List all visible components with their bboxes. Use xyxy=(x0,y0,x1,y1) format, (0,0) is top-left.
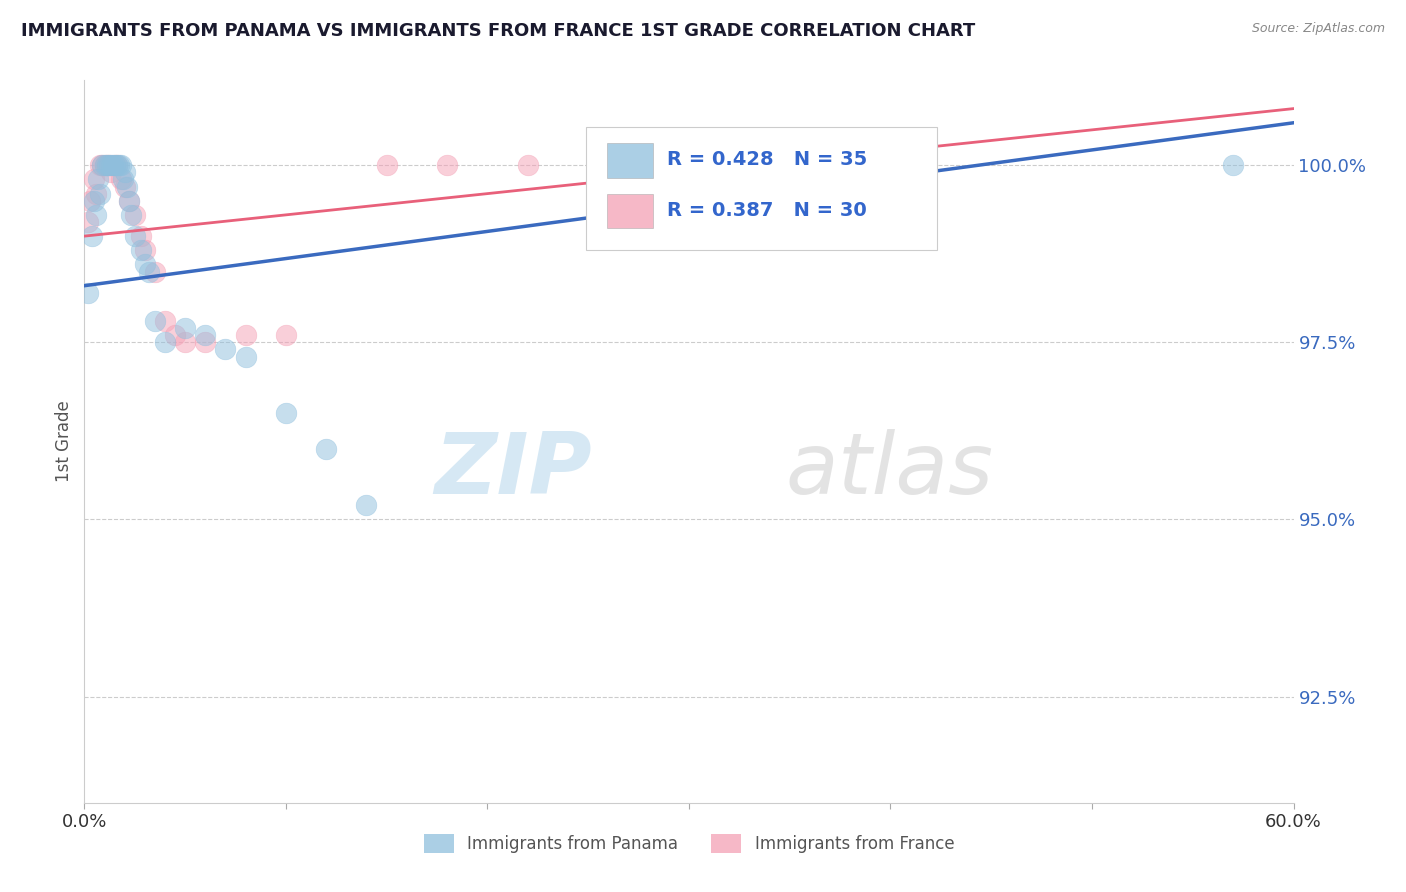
Point xyxy=(143,314,166,328)
Point xyxy=(91,158,114,172)
Point xyxy=(174,321,197,335)
Point xyxy=(100,165,122,179)
FancyBboxPatch shape xyxy=(607,194,652,228)
Point xyxy=(134,257,156,271)
Text: R = 0.387   N = 30: R = 0.387 N = 30 xyxy=(668,201,868,219)
Point xyxy=(83,172,105,186)
Point xyxy=(104,158,127,172)
Point xyxy=(124,208,146,222)
Point xyxy=(274,328,297,343)
Point xyxy=(114,179,136,194)
FancyBboxPatch shape xyxy=(586,128,936,250)
Point xyxy=(97,158,120,172)
Point xyxy=(83,194,105,208)
Point xyxy=(120,208,142,222)
Point xyxy=(82,229,104,244)
Point xyxy=(436,158,458,172)
Point xyxy=(274,406,297,420)
Point xyxy=(110,172,132,186)
Point xyxy=(104,158,127,172)
Point xyxy=(1222,158,1244,172)
Point xyxy=(118,194,141,208)
Point xyxy=(86,186,108,201)
Point xyxy=(111,172,134,186)
Point xyxy=(129,244,152,258)
Point xyxy=(93,158,115,172)
Point xyxy=(214,343,236,357)
Point xyxy=(105,158,128,172)
Point xyxy=(79,194,101,208)
Point xyxy=(124,229,146,244)
Point xyxy=(138,264,160,278)
Point xyxy=(134,244,156,258)
Point xyxy=(235,328,257,343)
Point xyxy=(174,335,197,350)
Point xyxy=(100,158,122,172)
Point xyxy=(114,165,136,179)
Text: Source: ZipAtlas.com: Source: ZipAtlas.com xyxy=(1251,22,1385,36)
Point xyxy=(315,442,337,456)
Point xyxy=(93,158,115,172)
Point xyxy=(97,158,120,172)
Point xyxy=(105,158,128,172)
Point xyxy=(235,350,257,364)
Point xyxy=(356,498,378,512)
Text: atlas: atlas xyxy=(786,429,994,512)
Point xyxy=(86,208,108,222)
Point xyxy=(115,179,138,194)
Point xyxy=(91,158,114,172)
FancyBboxPatch shape xyxy=(607,143,652,178)
Point xyxy=(89,186,111,201)
Point xyxy=(96,158,118,172)
Point xyxy=(77,285,100,300)
Point xyxy=(87,172,110,186)
Point xyxy=(96,158,118,172)
Point xyxy=(194,328,217,343)
Point xyxy=(107,158,129,172)
Point xyxy=(375,158,398,172)
Y-axis label: 1st Grade: 1st Grade xyxy=(55,401,73,483)
Point xyxy=(153,314,176,328)
Point xyxy=(153,335,176,350)
Text: ZIP: ZIP xyxy=(434,429,592,512)
Legend: Immigrants from Panama, Immigrants from France: Immigrants from Panama, Immigrants from … xyxy=(418,827,960,860)
Point xyxy=(101,158,124,172)
Point xyxy=(77,215,100,229)
Point xyxy=(194,335,217,350)
Text: IMMIGRANTS FROM PANAMA VS IMMIGRANTS FROM FRANCE 1ST GRADE CORRELATION CHART: IMMIGRANTS FROM PANAMA VS IMMIGRANTS FRO… xyxy=(21,22,976,40)
Point xyxy=(118,194,141,208)
Point xyxy=(516,158,538,172)
Point xyxy=(89,158,111,172)
Point xyxy=(129,229,152,244)
Point xyxy=(143,264,166,278)
Point xyxy=(110,158,132,172)
Point xyxy=(779,158,801,172)
Point xyxy=(165,328,187,343)
Point xyxy=(637,158,659,172)
Text: R = 0.428   N = 35: R = 0.428 N = 35 xyxy=(668,150,868,169)
